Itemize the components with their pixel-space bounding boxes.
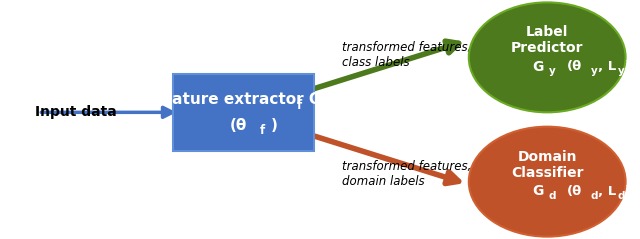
Text: f: f	[297, 99, 302, 112]
Text: (θ: (θ	[566, 60, 582, 73]
Text: (θ: (θ	[566, 185, 582, 198]
Ellipse shape	[469, 2, 626, 112]
Text: transformed features,
class labels: transformed features, class labels	[342, 41, 472, 69]
Text: Feature extractor G: Feature extractor G	[152, 92, 321, 107]
Text: y: y	[548, 66, 556, 76]
Text: Domain: Domain	[518, 150, 577, 163]
FancyBboxPatch shape	[173, 74, 314, 151]
Text: G: G	[532, 184, 544, 198]
Text: Input data: Input data	[35, 105, 117, 119]
Text: G: G	[532, 60, 544, 74]
Text: y: y	[618, 66, 625, 76]
Text: ): )	[625, 185, 631, 198]
Ellipse shape	[469, 127, 626, 237]
Text: (θ: (θ	[230, 118, 246, 133]
Text: d: d	[548, 190, 556, 201]
Text: d: d	[591, 190, 598, 201]
Text: Classifier: Classifier	[511, 166, 584, 179]
Text: d: d	[618, 190, 625, 201]
Text: , L: , L	[598, 185, 617, 198]
Text: ): )	[271, 118, 277, 133]
Text: ): )	[625, 60, 631, 73]
Text: , L: , L	[598, 60, 617, 73]
Text: f: f	[260, 124, 265, 137]
Text: y: y	[591, 66, 598, 76]
Text: transformed features,
domain labels: transformed features, domain labels	[342, 160, 472, 189]
Text: Predictor: Predictor	[511, 41, 584, 55]
Text: Label: Label	[526, 25, 568, 39]
